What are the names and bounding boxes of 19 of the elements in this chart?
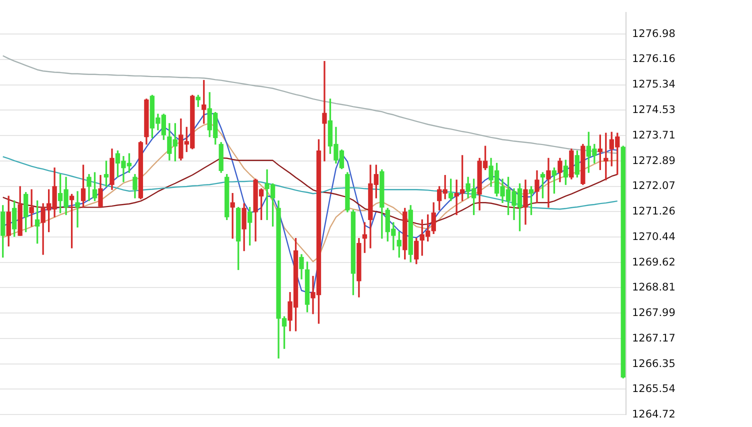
y-tick-label: 1271.26 <box>632 205 676 218</box>
y-tick-label: 1276.98 <box>632 28 676 40</box>
y-tick-label: 1266.35 <box>632 358 676 370</box>
y-tick-label: 1269.62 <box>632 256 676 268</box>
y-tick-label: 1273.71 <box>632 129 676 142</box>
y-tick-label: 1265.54 <box>632 382 676 395</box>
y-tick-label: 1272.89 <box>632 154 676 167</box>
y-tick-label: 1268.81 <box>632 281 676 294</box>
y-tick-label: 1272.07 <box>632 180 676 192</box>
y-tick-label: 1267.99 <box>632 306 676 319</box>
y-tick-label: 1274.53 <box>632 104 676 116</box>
candlestick <box>322 61 327 162</box>
candlestick <box>75 191 80 228</box>
y-tick-label: 1276.16 <box>632 53 676 66</box>
candlestick <box>546 158 551 208</box>
y-tick-label: 1264.72 <box>632 408 676 420</box>
y-tick-label: 1270.44 <box>632 230 676 243</box>
y-tick-label: 1275.34 <box>632 78 676 91</box>
y-tick-label: 1267.17 <box>632 332 676 344</box>
